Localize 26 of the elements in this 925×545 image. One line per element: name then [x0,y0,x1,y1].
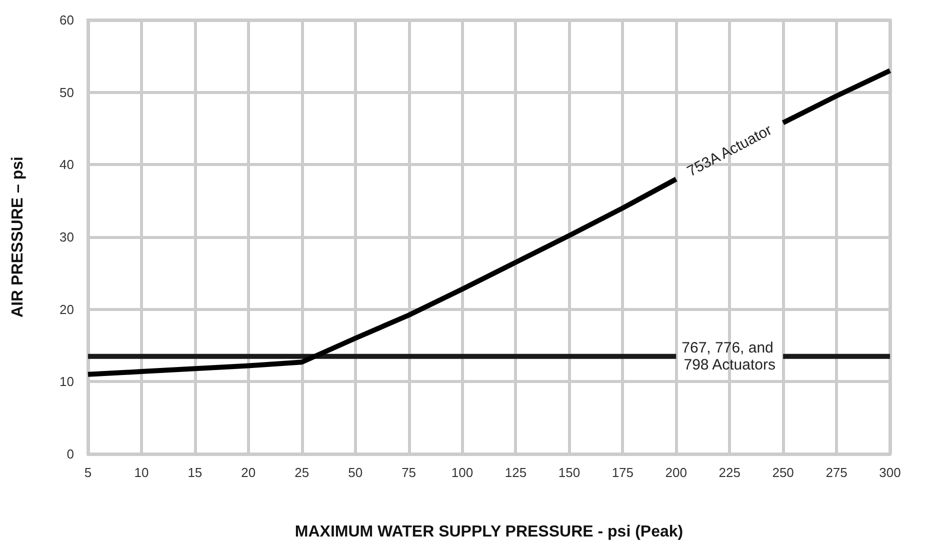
y-axis-title: AIR PRESSURE – psi [10,156,26,318]
x-tick-label: 150 [558,465,580,480]
x-tick-label: 75 [402,465,416,480]
x-tick-label: 250 [772,465,794,480]
x-tick-label: 125 [504,465,527,480]
x-tick-label: 200 [665,465,687,480]
y-tick-label: 0 [66,446,74,462]
x-tick-label: 275 [826,465,848,480]
y-tick-label: 10 [60,374,74,390]
x-tick-label: 100 [451,465,474,480]
y-tick-label: 50 [60,84,74,100]
x-tick-label: 50 [348,465,363,480]
y-tick-label: 60 [60,12,74,28]
x-tick-label: 225 [718,465,740,480]
y-tick-label: 40 [60,157,74,172]
x-tick-label: 300 [879,465,901,480]
y-tick-label: 20 [60,302,74,317]
y-tick-label: 30 [60,230,74,244]
x-tick-label: 175 [612,465,634,480]
x-tick-label: 5 [84,465,92,480]
x-tick-label: 10 [134,465,149,480]
x-axis-title: MAXIMUM WATER SUPPLY PRESSURE - psi (Peak) [294,524,684,540]
x-tick-label: 25 [294,465,310,480]
x-tick-label: 20 [241,465,256,480]
x-tick-label: 15 [188,465,202,480]
series-label: 767, 776, and 798 Actuators [682,339,778,374]
